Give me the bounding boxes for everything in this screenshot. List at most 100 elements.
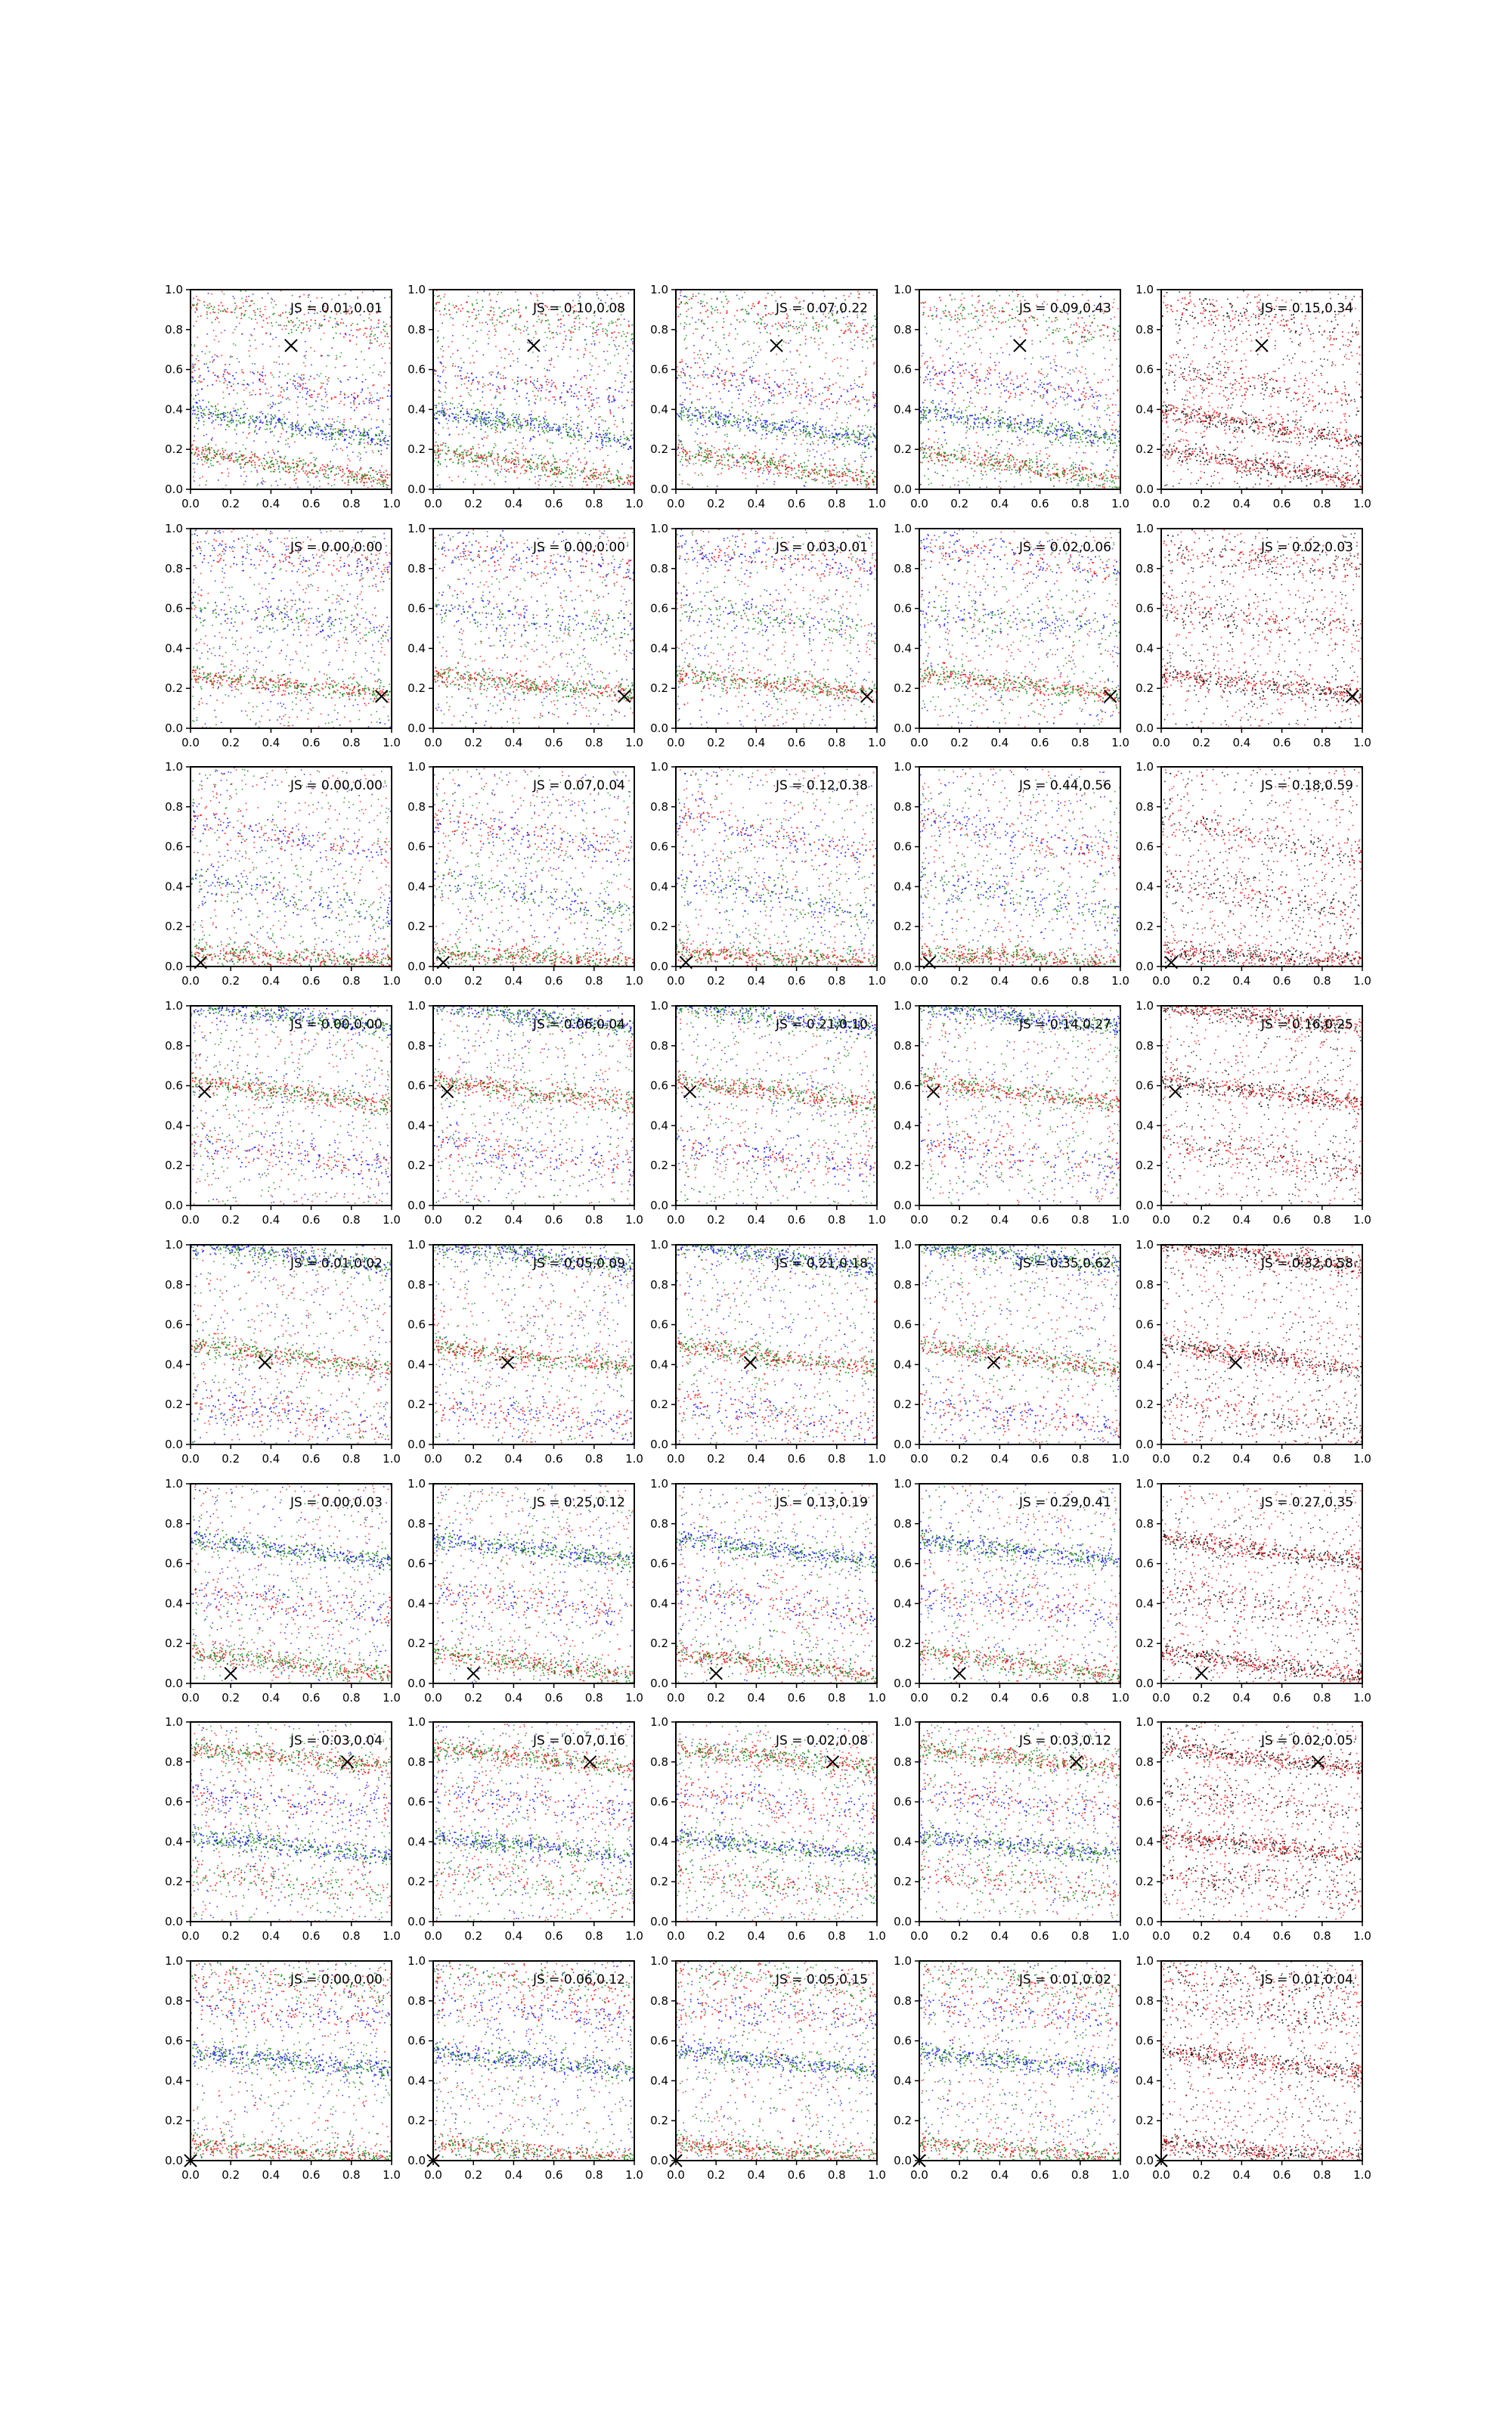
scatter-point xyxy=(703,415,705,417)
scatter-point xyxy=(444,413,445,414)
scatter-point xyxy=(526,467,528,468)
scatter-point xyxy=(226,424,228,426)
scatter-point xyxy=(753,343,754,344)
scatter-point xyxy=(280,433,282,435)
scatter-point xyxy=(687,411,689,412)
scatter-point xyxy=(200,300,201,302)
scatter-point xyxy=(490,454,491,455)
scatter-point xyxy=(707,448,708,450)
scatter-point xyxy=(225,311,227,312)
scatter-point xyxy=(227,384,228,386)
scatter-point xyxy=(375,479,376,480)
scatter-point xyxy=(793,417,795,418)
scatter-point xyxy=(818,344,820,346)
scatter-point xyxy=(843,389,844,390)
scatter-point xyxy=(632,381,634,383)
scatter-point xyxy=(194,468,195,470)
scatter-point xyxy=(842,428,844,430)
scatter-point xyxy=(383,480,385,482)
scatter-point xyxy=(222,450,224,451)
scatter-point xyxy=(698,453,699,455)
scatter-point xyxy=(476,420,478,422)
scatter-point xyxy=(780,296,782,298)
scatter-point xyxy=(679,474,680,476)
scatter-point xyxy=(334,479,336,481)
scatter-point xyxy=(306,403,308,405)
scatter-point xyxy=(711,452,712,454)
scatter-point xyxy=(306,393,308,395)
scatter-point xyxy=(486,456,488,458)
scatter-point xyxy=(274,300,275,302)
scatter-point xyxy=(348,482,349,483)
scatter-point xyxy=(681,411,683,413)
scatter-point xyxy=(561,392,562,394)
scatter-point xyxy=(832,361,834,362)
scatter-point xyxy=(569,485,571,486)
scatter-point xyxy=(829,430,830,432)
scatter-point xyxy=(742,472,744,473)
scatter-point xyxy=(449,416,451,417)
scatter-point xyxy=(766,421,767,423)
scatter-point xyxy=(776,466,778,467)
scatter-point xyxy=(581,429,582,430)
scatter-point xyxy=(732,402,733,404)
scatter-point xyxy=(535,454,537,455)
scatter-point xyxy=(736,445,738,446)
scatter-point xyxy=(542,470,544,472)
scatter-point xyxy=(754,394,755,396)
scatter-point xyxy=(728,421,730,423)
scatter-point xyxy=(860,481,861,482)
scatter-point xyxy=(473,362,475,364)
scatter-point xyxy=(786,370,788,371)
scatter-point xyxy=(316,471,318,473)
scatter-point xyxy=(262,480,264,482)
scatter-point xyxy=(235,460,237,461)
scatter-point xyxy=(450,402,451,404)
axes-frame xyxy=(191,290,392,489)
scatter-point xyxy=(197,408,199,409)
scatter-point xyxy=(476,377,477,378)
scatter-point xyxy=(802,470,804,471)
scatter-point xyxy=(731,407,733,408)
scatter-point xyxy=(579,322,581,324)
scatter-point xyxy=(217,318,218,319)
scatter-point xyxy=(803,431,804,433)
scatter-point xyxy=(265,309,266,311)
scatter-point xyxy=(584,457,586,458)
scatter-point xyxy=(328,426,330,427)
scatter-point xyxy=(223,451,225,453)
scatter-point xyxy=(236,433,237,435)
scatter-point xyxy=(779,457,781,458)
scatter-point xyxy=(262,483,264,485)
scatter-point xyxy=(476,455,477,457)
y-tick-label: 0.0 xyxy=(407,482,426,496)
scatter-point xyxy=(794,380,795,381)
scatter-point xyxy=(475,318,476,320)
scatter-point xyxy=(452,365,454,367)
scatter-point xyxy=(785,469,787,470)
scatter-point xyxy=(706,353,708,355)
scatter-point xyxy=(331,299,333,300)
scatter-point xyxy=(689,458,690,459)
scatter-point xyxy=(364,403,365,405)
scatter-point xyxy=(236,420,237,421)
scatter-point xyxy=(198,411,200,412)
scatter-point xyxy=(197,406,198,408)
scatter-point xyxy=(871,327,872,328)
scatter-point xyxy=(219,464,221,465)
scatter-point xyxy=(770,464,772,466)
scatter-point xyxy=(565,424,566,425)
scatter-point xyxy=(352,471,354,473)
scatter-point xyxy=(772,430,773,431)
scatter-point xyxy=(745,361,747,363)
scatter-point xyxy=(531,420,532,422)
scatter-point xyxy=(739,298,740,299)
scatter-point xyxy=(207,318,209,319)
scatter-point xyxy=(218,312,219,314)
scatter-point xyxy=(516,457,517,458)
scatter-point xyxy=(534,437,536,439)
scatter-point xyxy=(620,436,621,438)
scatter-point xyxy=(702,461,704,462)
scatter-point xyxy=(592,322,593,324)
scatter-point xyxy=(231,458,232,459)
